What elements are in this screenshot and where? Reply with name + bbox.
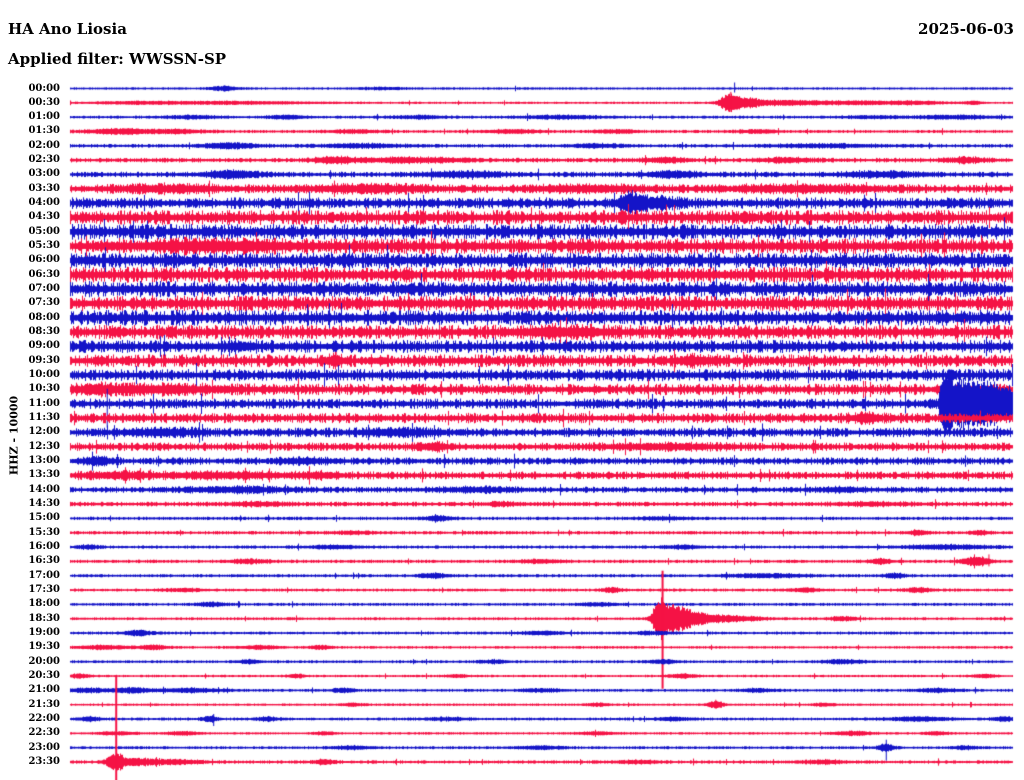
time-label: 21:30 xyxy=(28,698,60,710)
time-label: 09:30 xyxy=(28,354,60,366)
time-label: 13:00 xyxy=(28,455,60,467)
time-label: 20:00 xyxy=(28,655,60,667)
time-label: 02:30 xyxy=(28,154,60,166)
time-label: 19:00 xyxy=(28,627,60,639)
time-label: 10:00 xyxy=(28,369,60,381)
date-label: 2025-06-03 xyxy=(918,20,1014,38)
time-label: 05:30 xyxy=(28,240,60,252)
time-label: 03:30 xyxy=(28,182,60,194)
time-label: 18:30 xyxy=(28,612,60,624)
time-label: 09:00 xyxy=(28,340,60,352)
time-label: 22:30 xyxy=(28,727,60,739)
time-label: 04:30 xyxy=(28,211,60,223)
time-label: 14:00 xyxy=(28,483,60,495)
applied-filter-label: Applied filter: WWSSN-SP xyxy=(8,50,227,68)
time-label: 10:30 xyxy=(28,383,60,395)
time-label: 21:00 xyxy=(28,684,60,696)
time-label: 23:00 xyxy=(28,741,60,753)
time-label: 06:30 xyxy=(28,268,60,280)
time-label: 16:30 xyxy=(28,555,60,567)
time-label: 07:30 xyxy=(28,297,60,309)
time-label: 18:00 xyxy=(28,598,60,610)
time-label: 15:00 xyxy=(28,512,60,524)
time-label: 12:30 xyxy=(28,440,60,452)
time-label: 12:00 xyxy=(28,426,60,438)
time-label: 22:00 xyxy=(28,713,60,725)
time-label: 05:00 xyxy=(28,225,60,237)
time-label: 13:30 xyxy=(28,469,60,481)
time-label: 00:30 xyxy=(28,96,60,108)
time-label: 17:30 xyxy=(28,584,60,596)
time-label: 06:00 xyxy=(28,254,60,266)
time-label: 01:30 xyxy=(28,125,60,137)
time-label: 19:30 xyxy=(28,641,60,653)
station-title: HA Ano Liosia xyxy=(8,20,127,38)
time-label: 03:00 xyxy=(28,168,60,180)
time-label: 14:30 xyxy=(28,498,60,510)
time-label: 01:00 xyxy=(28,111,60,123)
time-label: 08:00 xyxy=(28,311,60,323)
time-label: 15:30 xyxy=(28,526,60,538)
time-label: 20:30 xyxy=(28,670,60,682)
time-label: 04:00 xyxy=(28,197,60,209)
time-label: 08:30 xyxy=(28,326,60,338)
time-label: 11:00 xyxy=(28,397,60,409)
time-label: 17:00 xyxy=(28,569,60,581)
time-label: 02:00 xyxy=(28,139,60,151)
time-label: 11:30 xyxy=(28,412,60,424)
time-label: 23:30 xyxy=(28,756,60,767)
time-label: 00:00 xyxy=(28,82,60,94)
time-label: 16:00 xyxy=(28,541,60,553)
time-label: 07:00 xyxy=(28,283,60,295)
